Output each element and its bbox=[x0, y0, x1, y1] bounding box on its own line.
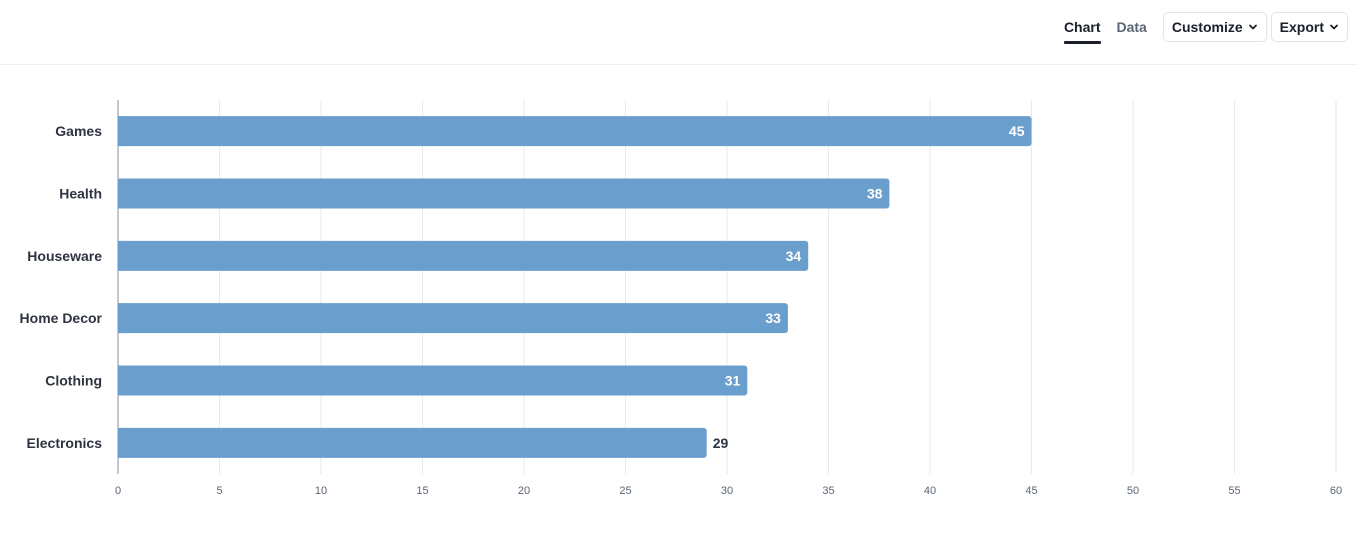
bar-chart: 0 5 10 15 20 25 30 35 40 45 50 55 60 Games 45 Health 38 H… bbox=[20, 100, 1342, 497]
bar[interactable] bbox=[118, 178, 890, 209]
x-tick-label: 30 bbox=[721, 485, 733, 497]
category-label: Houseware bbox=[27, 248, 102, 264]
toolbar-actions: Chart Data Customize Export bbox=[1063, 11, 1348, 44]
bar[interactable] bbox=[118, 240, 809, 271]
tab-data[interactable]: Data bbox=[1116, 19, 1147, 35]
data-label: 45 bbox=[1009, 123, 1025, 139]
data-label: 33 bbox=[765, 310, 781, 326]
x-tick-label: 60 bbox=[1330, 485, 1342, 497]
customize-label: Customize bbox=[1171, 19, 1243, 35]
x-tick-label: 55 bbox=[1228, 485, 1240, 497]
category-label: Health bbox=[59, 186, 102, 202]
x-tick-label: 20 bbox=[518, 485, 530, 497]
data-label: 31 bbox=[725, 373, 741, 389]
bar-left-edge bbox=[118, 365, 122, 396]
x-tick-label: 0 bbox=[115, 485, 121, 497]
x-tick-label: 50 bbox=[1127, 485, 1139, 497]
bar[interactable] bbox=[118, 365, 748, 396]
x-tick-label: 10 bbox=[315, 485, 327, 497]
export-dropdown[interactable]: Export bbox=[1270, 12, 1348, 42]
bar[interactable] bbox=[118, 116, 1032, 147]
x-tick-label: 45 bbox=[1025, 485, 1037, 497]
tab-chart[interactable]: Chart bbox=[1063, 11, 1101, 44]
bar-left-edge bbox=[118, 303, 122, 334]
chevron-down-icon bbox=[1330, 24, 1338, 30]
category-label: Games bbox=[55, 123, 102, 139]
x-tick-label: 25 bbox=[619, 485, 631, 497]
x-tick-label: 40 bbox=[924, 485, 936, 497]
bar-left-edge bbox=[118, 427, 122, 458]
bar-left-edge bbox=[118, 116, 122, 147]
export-label: Export bbox=[1279, 19, 1324, 35]
chart-toolbar: Chart Data Customize Export bbox=[0, 0, 1357, 65]
category-label: Electronics bbox=[27, 435, 103, 451]
x-tick-label: 35 bbox=[822, 485, 834, 497]
bar[interactable] bbox=[118, 427, 707, 458]
data-label: 38 bbox=[867, 186, 883, 202]
chevron-down-icon bbox=[1248, 24, 1257, 30]
bar[interactable] bbox=[118, 303, 788, 334]
category-label: Clothing bbox=[45, 373, 102, 389]
data-label: 34 bbox=[786, 248, 802, 264]
x-tick-label: 5 bbox=[216, 485, 222, 497]
bar-left-edge bbox=[118, 240, 122, 271]
data-label: 29 bbox=[713, 435, 729, 451]
customize-dropdown[interactable]: Customize bbox=[1162, 12, 1267, 42]
bar-left-edge bbox=[118, 178, 122, 209]
x-tick-label: 15 bbox=[416, 485, 428, 497]
category-label: Home Decor bbox=[20, 310, 103, 326]
